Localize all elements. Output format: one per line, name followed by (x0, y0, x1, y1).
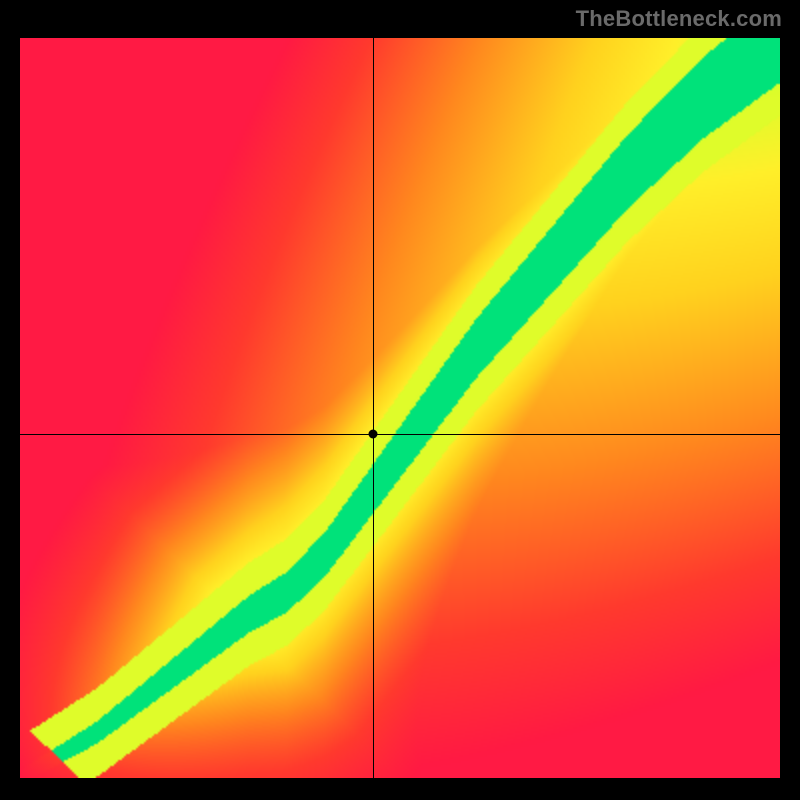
crosshair-horizontal (20, 434, 780, 435)
watermark-text: TheBottleneck.com (576, 6, 782, 32)
point-marker (369, 429, 378, 438)
heatmap-canvas (20, 38, 780, 778)
crosshair-vertical (373, 38, 374, 778)
heatmap-plot (20, 38, 780, 778)
figure-frame: TheBottleneck.com (0, 0, 800, 800)
